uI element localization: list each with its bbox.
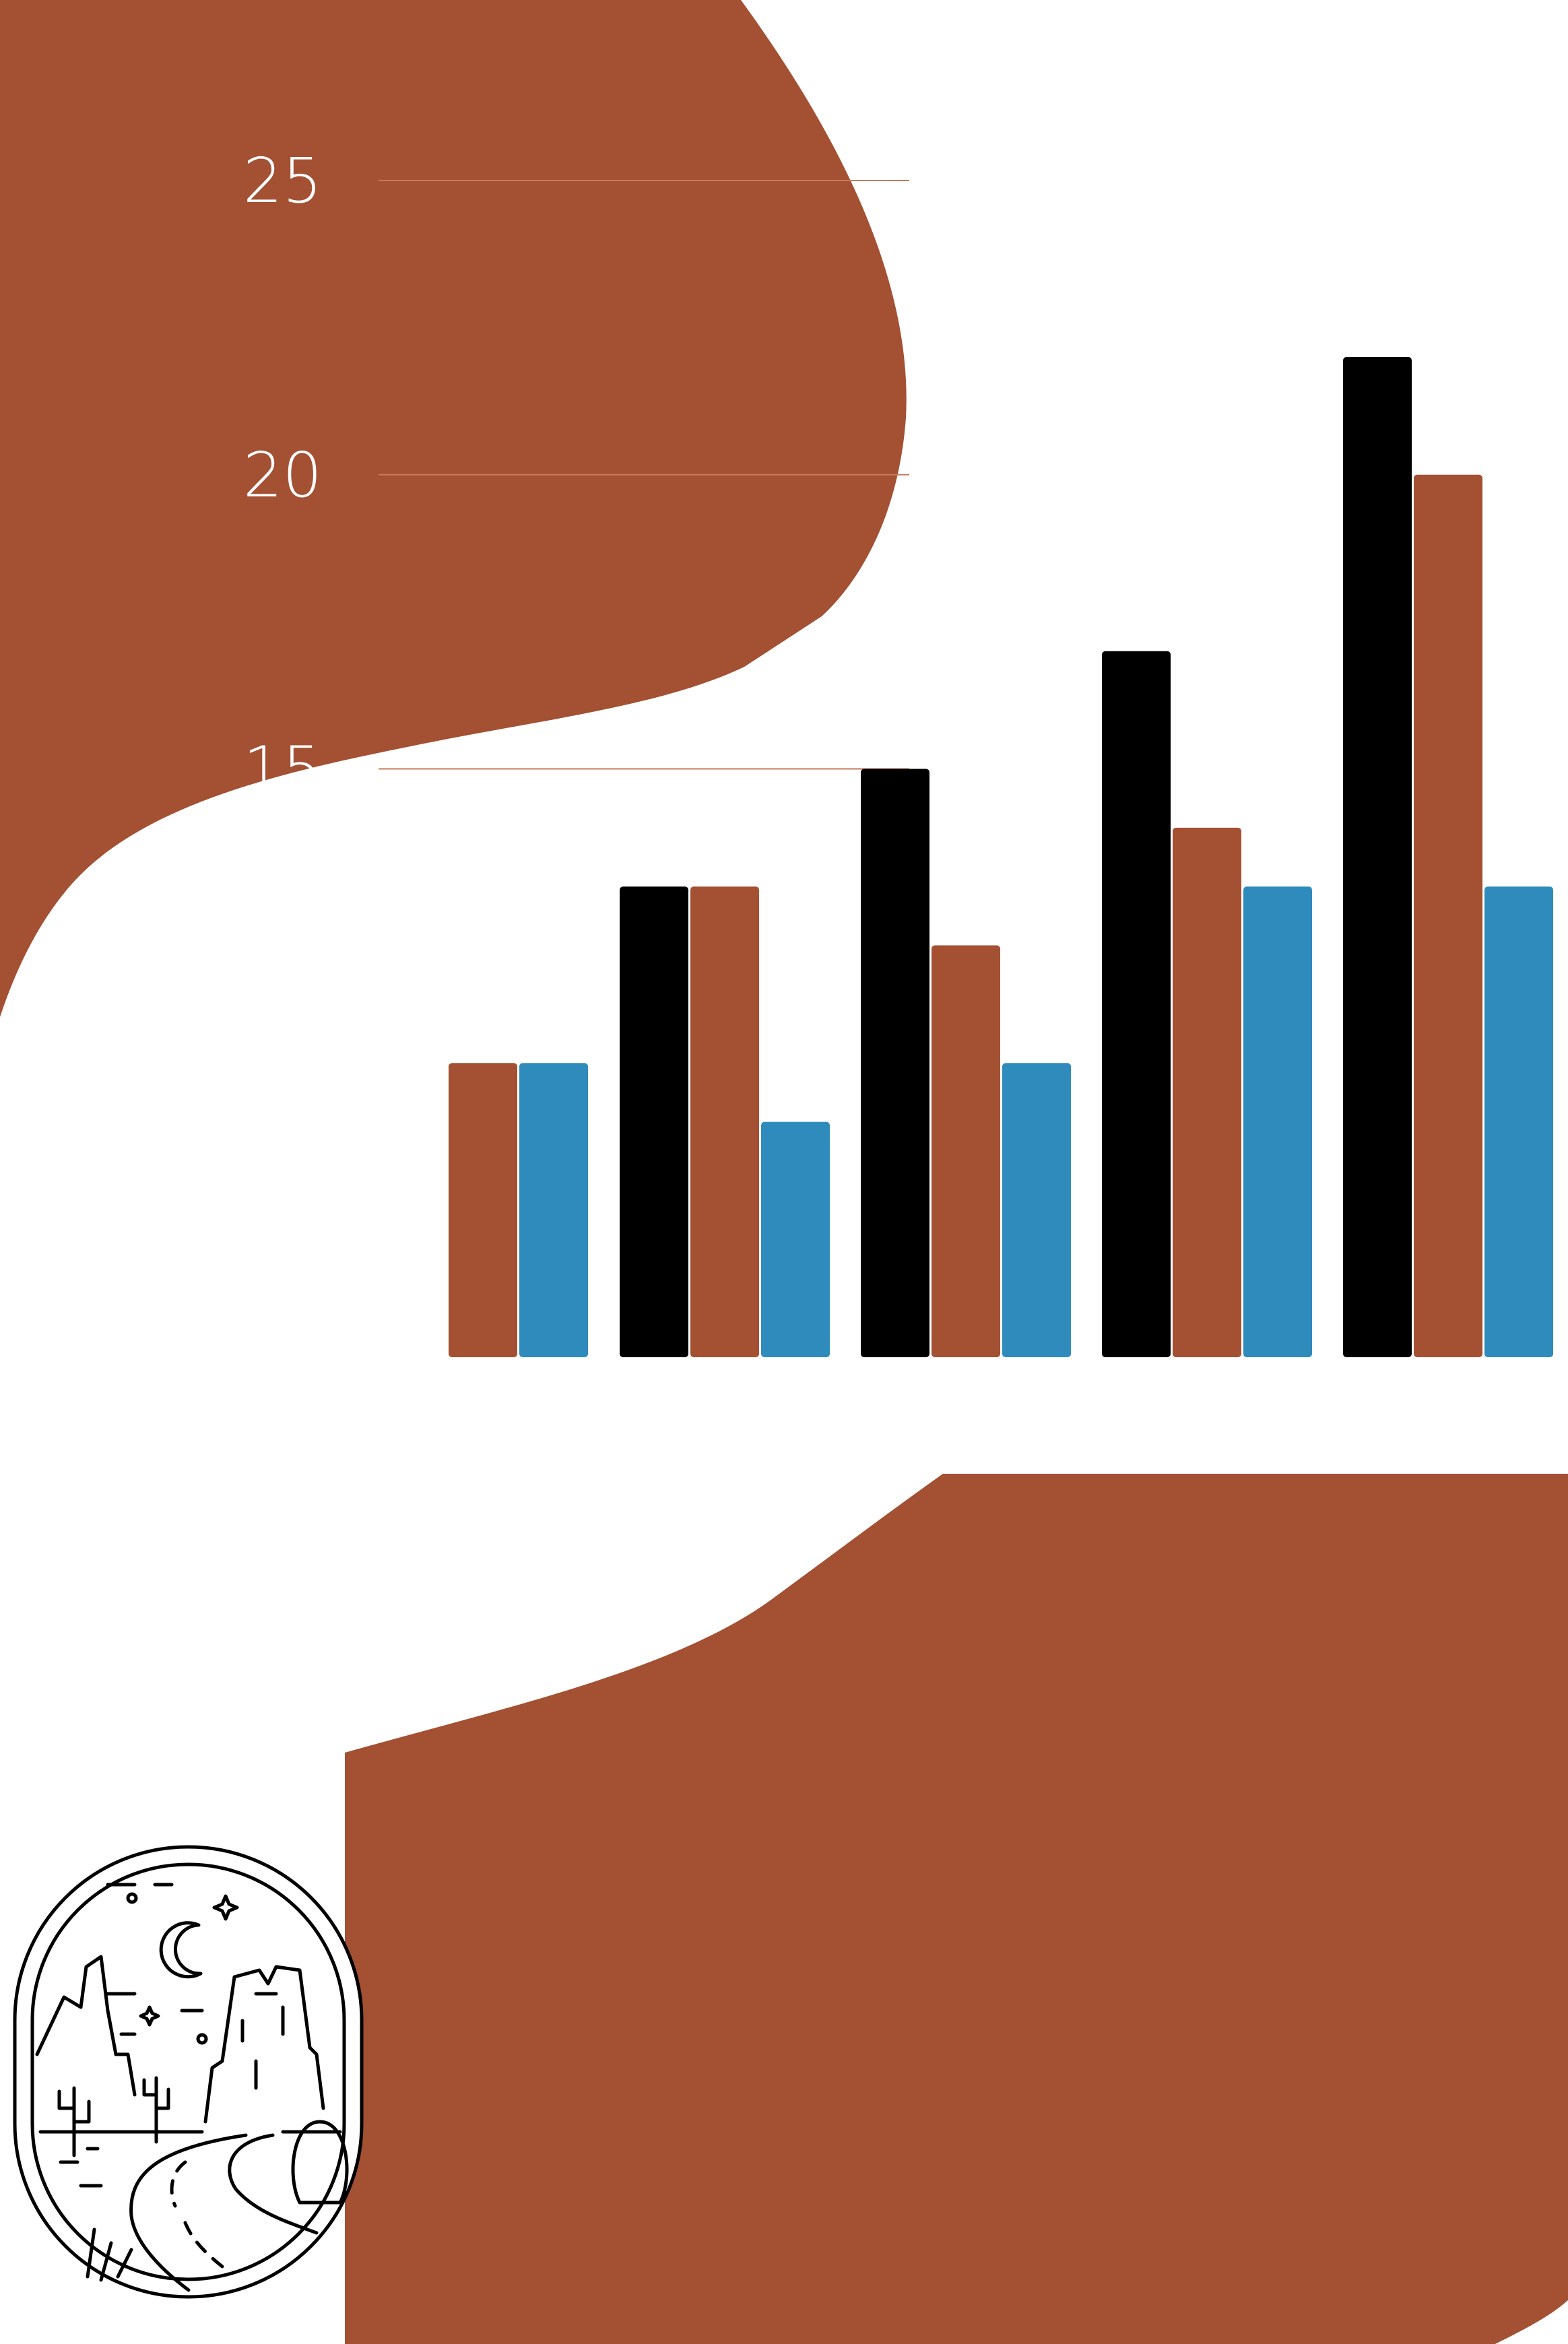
bar-group3-series1 xyxy=(861,769,929,1357)
bar-group1-series2 xyxy=(449,1063,517,1357)
bar-group2-series1 xyxy=(620,886,688,1357)
bottom-right-background-shape xyxy=(345,1474,1568,2344)
bars xyxy=(449,357,1553,1357)
bar-group2-series2 xyxy=(690,886,759,1357)
y-tick-label: 25 xyxy=(243,145,322,217)
top-left-background-shape xyxy=(0,0,907,1017)
bar-group2-series3 xyxy=(761,1121,830,1357)
desert-night-landscape-icon xyxy=(13,1845,364,2299)
bar-group5-series3 xyxy=(1484,886,1553,1357)
y-tick-label: 20 xyxy=(243,439,322,511)
bar-group3-series3 xyxy=(1002,1063,1071,1357)
bar-group1-series3 xyxy=(519,1063,588,1357)
bar-group5-series2 xyxy=(1414,474,1482,1357)
bar-group4-series1 xyxy=(1102,651,1171,1357)
y-axis-ticks: 15 20 25 xyxy=(243,145,322,806)
bar-group5-series1 xyxy=(1343,357,1412,1357)
bar-group3-series2 xyxy=(932,945,1000,1357)
bar-group4-series3 xyxy=(1243,886,1312,1357)
y-tick-label: 15 xyxy=(243,734,322,806)
gridlines xyxy=(379,180,909,770)
bar-group4-series2 xyxy=(1173,827,1241,1357)
